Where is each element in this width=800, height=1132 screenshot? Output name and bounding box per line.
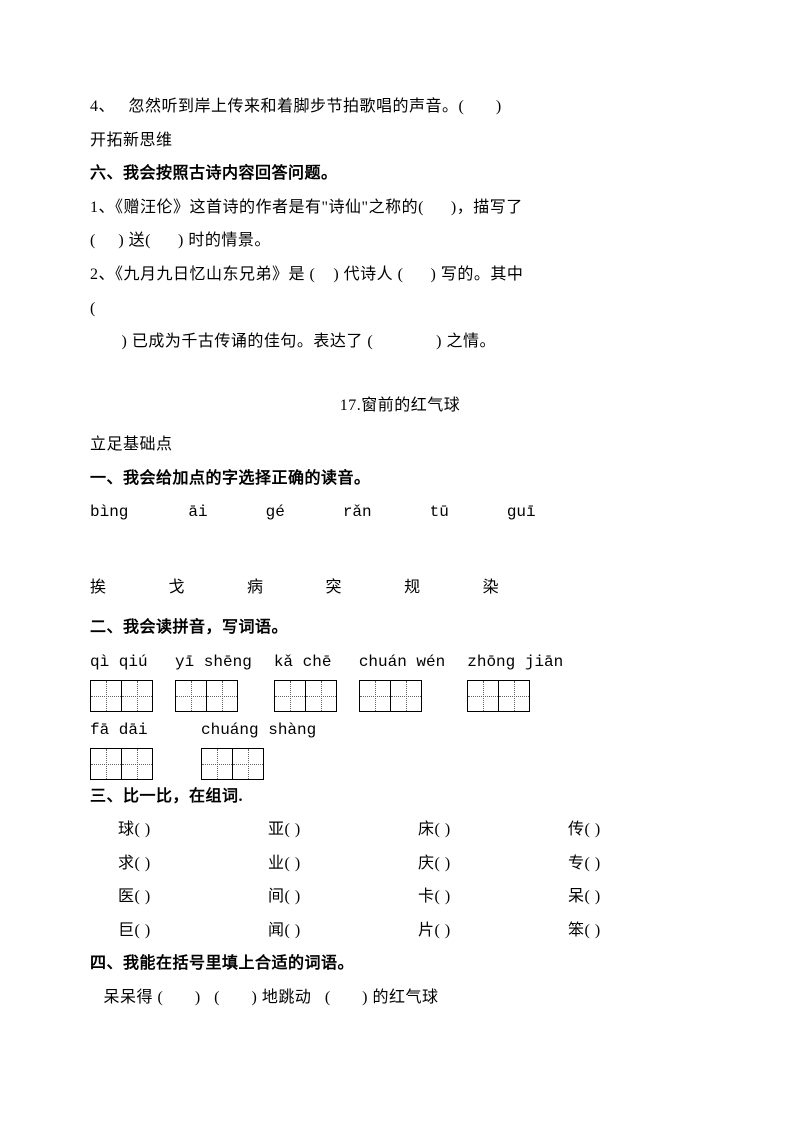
- tianzi-boxes: [90, 680, 153, 712]
- tianzi-boxes: [467, 680, 530, 712]
- tianzi-cell: [90, 748, 122, 780]
- pinyin-box-group: yī shēng: [175, 646, 252, 712]
- section-3-heading: 三、比一比，在组词.: [90, 780, 710, 814]
- pinyin-item: rǎn: [343, 496, 372, 530]
- tianzi-cell: [467, 680, 499, 712]
- table-cell: 亚( ): [268, 813, 418, 847]
- table-cell: 庆( ): [418, 847, 568, 881]
- pinyin-box-group: qì qiú: [90, 646, 153, 712]
- subtitle-open-thinking: 开拓新思维: [90, 124, 710, 158]
- tianzi-cell: [206, 680, 238, 712]
- table-cell: 医( ): [118, 880, 268, 914]
- tianzi-boxes: [175, 680, 238, 712]
- section-6-q2-cont1: (: [90, 292, 710, 326]
- tianzi-boxes: [274, 680, 337, 712]
- table-cell: 卡( ): [418, 880, 568, 914]
- hanzi-item: 规: [404, 571, 421, 605]
- table-cell: 床( ): [418, 813, 568, 847]
- table-cell: 业( ): [268, 847, 418, 881]
- pinyin-box-group: zhōng jiān: [467, 646, 563, 712]
- subtitle-base: 立足基础点: [90, 428, 710, 462]
- table-cell: 传( ): [568, 813, 718, 847]
- tianzi-cell: [498, 680, 530, 712]
- hanzi-item: 戈: [169, 571, 186, 605]
- tianzi-cell: [232, 748, 264, 780]
- pinyin-boxes-row-1: qì qiú yī shēng kǎ chē chuán wén zhōng jiān: [90, 646, 710, 712]
- section-6-q2: 2、《九月九日忆山东兄弟》是 ( ) 代诗人 ( ) 写的。其中: [90, 258, 710, 292]
- pinyin-boxes-row-2: fā dāi chuáng shàng: [90, 714, 710, 780]
- tianzi-boxes: [201, 748, 264, 780]
- pinyin-item: guī: [507, 496, 536, 530]
- hanzi-item: 染: [483, 571, 500, 605]
- table-row: 医( )间( )卡( )呆( ): [90, 880, 710, 914]
- table-cell: 专( ): [568, 847, 718, 881]
- tianzi-cell: [359, 680, 391, 712]
- section-6-heading: 六、我会按照古诗内容回答问题。: [90, 157, 710, 191]
- pinyin-label: fā dāi: [90, 714, 148, 748]
- section-4-line: 呆呆得 ( ) ( ) 地跳动 ( ) 的红气球: [90, 981, 710, 1015]
- section-2-heading: 二、我会读拼音，写词语。: [90, 611, 710, 645]
- pinyin-item: gé: [266, 496, 285, 530]
- pinyin-row: bìng āi gé rǎn tū guī: [90, 496, 710, 530]
- hanzi-item: 挨: [90, 571, 107, 605]
- tianzi-cell: [390, 680, 422, 712]
- section-1-heading: 一、我会给加点的字选择正确的读音。: [90, 462, 710, 496]
- tianzi-boxes: [90, 748, 153, 780]
- pinyin-label: kǎ chē: [274, 646, 332, 680]
- table-cell: 间( ): [268, 880, 418, 914]
- tianzi-cell: [305, 680, 337, 712]
- table-cell: 巨( ): [118, 914, 268, 948]
- tianzi-cell: [175, 680, 207, 712]
- section-6-q1: 1、《赠汪伦》这首诗的作者是有"诗仙"之称的( )，描写了: [90, 191, 710, 225]
- tianzi-cell: [90, 680, 122, 712]
- pinyin-label: chuáng shàng: [201, 714, 316, 748]
- table-cell: 求( ): [118, 847, 268, 881]
- pinyin-item: bìng: [90, 496, 128, 530]
- table-cell: 片( ): [418, 914, 568, 948]
- tianzi-cell: [274, 680, 306, 712]
- tianzi-boxes: [359, 680, 422, 712]
- table-cell: 笨( ): [568, 914, 718, 948]
- question-4: 4、 忽然听到岸上传来和着脚步节拍歌唱的声音。( ): [90, 90, 710, 124]
- pinyin-label: chuán wén: [359, 646, 445, 680]
- pinyin-box-group: chuáng shàng: [201, 714, 316, 780]
- pinyin-item: tū: [430, 496, 449, 530]
- pinyin-item: āi: [188, 496, 207, 530]
- pinyin-label: zhōng jiān: [467, 646, 563, 680]
- table-row: 求( )业( )庆( )专( ): [90, 847, 710, 881]
- tianzi-cell: [201, 748, 233, 780]
- tianzi-cell: [121, 748, 153, 780]
- lesson-title: 17.窗前的红气球: [90, 389, 710, 423]
- pinyin-box-group: chuán wén: [359, 646, 445, 712]
- hanzi-item: 病: [247, 571, 264, 605]
- section-3-table: 球( )亚( )床( )传( )求( )业( )庆( )专( )医( )间( )…: [90, 813, 710, 947]
- section-4-heading: 四、我能在括号里填上合适的词语。: [90, 947, 710, 981]
- section-6-q1-cont: ( ) 送( ) 时的情景。: [90, 224, 710, 258]
- table-cell: 闻( ): [268, 914, 418, 948]
- pinyin-box-group: kǎ chē: [274, 646, 337, 712]
- pinyin-label: yī shēng: [175, 646, 252, 680]
- table-cell: 球( ): [118, 813, 268, 847]
- section-6-q2-cont2: ) 已成为千古传诵的佳句。表达了 ( ) 之情。: [90, 325, 710, 359]
- pinyin-box-group: fā dāi: [90, 714, 153, 780]
- table-row: 巨( )闻( )片( )笨( ): [90, 914, 710, 948]
- hanzi-row: 挨戈病突规染: [90, 571, 710, 605]
- hanzi-item: 突: [326, 571, 343, 605]
- table-cell: 呆( ): [568, 880, 718, 914]
- table-row: 球( )亚( )床( )传( ): [90, 813, 710, 847]
- tianzi-cell: [121, 680, 153, 712]
- pinyin-label: qì qiú: [90, 646, 148, 680]
